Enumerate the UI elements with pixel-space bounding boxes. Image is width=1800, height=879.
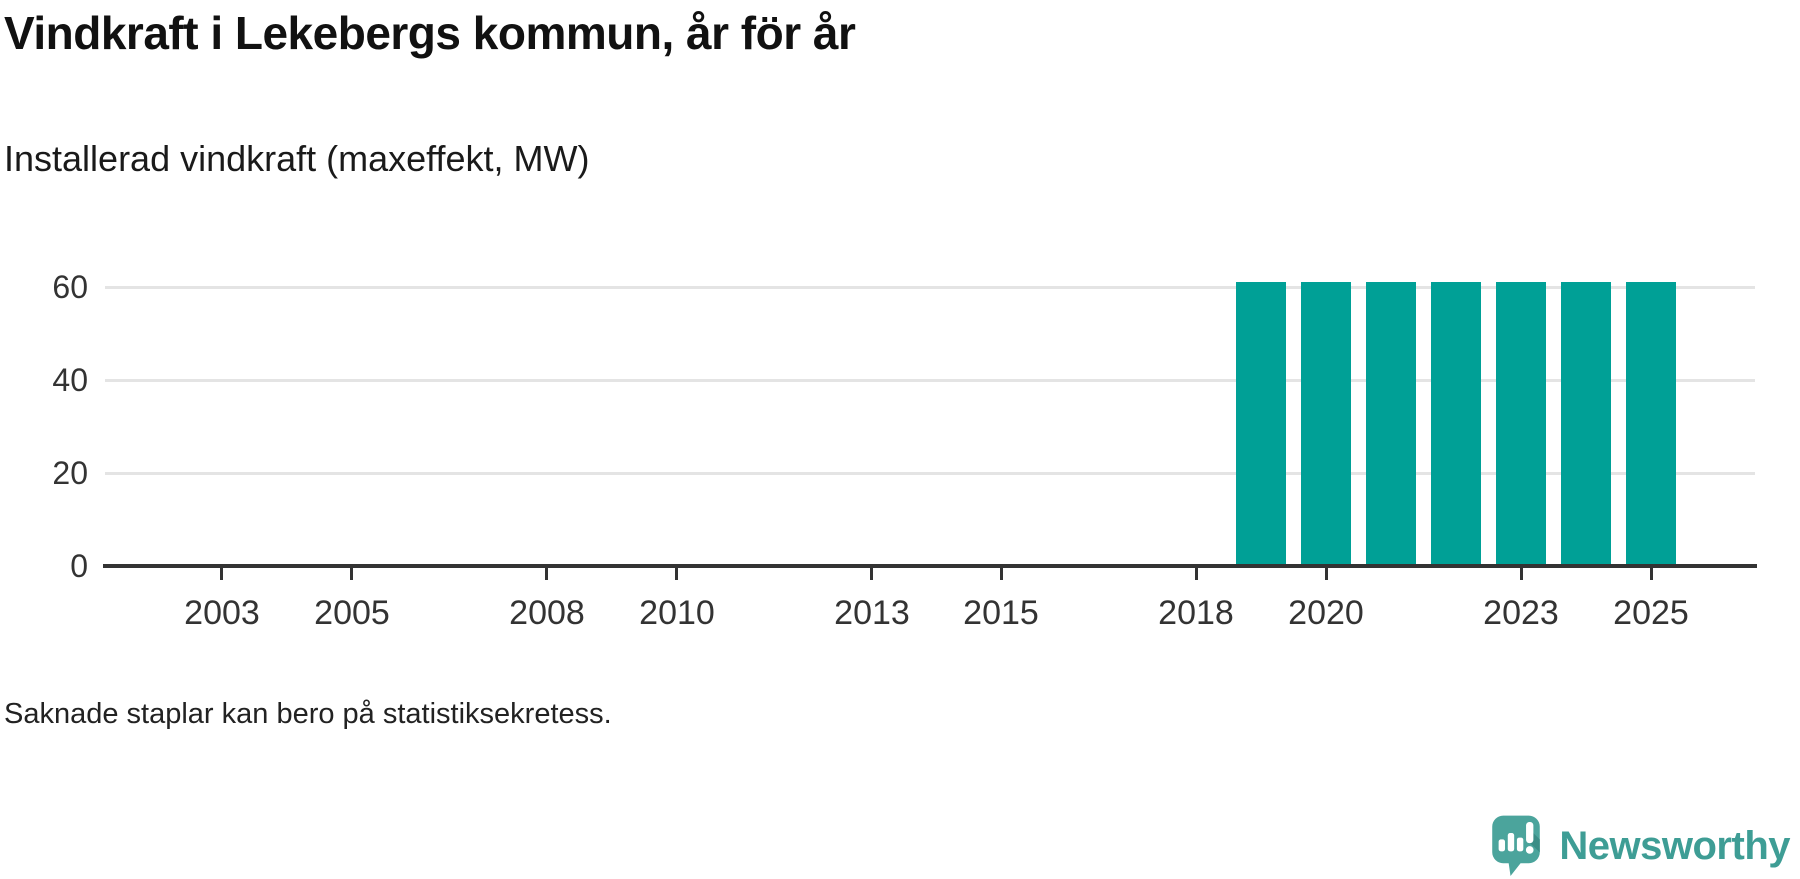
y-tick-label: 20 <box>52 455 88 491</box>
newsworthy-logo-icon <box>1487 812 1545 879</box>
gridline <box>105 379 1755 382</box>
x-tick-label: 2008 <box>509 594 585 632</box>
x-tick-label: 2018 <box>1158 594 1234 632</box>
x-tick <box>675 566 678 580</box>
x-tick <box>1650 566 1653 580</box>
x-tick-label: 2010 <box>639 594 715 632</box>
y-tick-label: 40 <box>52 362 88 398</box>
bar <box>1366 282 1416 566</box>
x-tick <box>350 566 353 580</box>
newsworthy-logo-text: Newsworthy <box>1559 824 1790 868</box>
gridline <box>105 286 1755 289</box>
x-tick <box>1000 566 1003 580</box>
x-tick <box>870 566 873 580</box>
x-axis-line <box>103 564 1757 568</box>
bar <box>1431 282 1481 566</box>
bar <box>1626 282 1676 566</box>
bar <box>1561 282 1611 566</box>
chart-title: Vindkraft i Lekebergs kommun, år för år <box>4 7 856 59</box>
x-tick-label: 2003 <box>184 594 260 632</box>
y-tick-label: 60 <box>52 269 88 305</box>
gridline <box>105 472 1755 475</box>
x-tick <box>1195 566 1198 580</box>
x-tick <box>1520 566 1523 580</box>
bar <box>1236 282 1286 566</box>
x-tick-label: 2025 <box>1613 594 1689 632</box>
x-tick-label: 2023 <box>1483 594 1559 632</box>
chart-subtitle: Installerad vindkraft (maxeffekt, MW) <box>4 138 590 179</box>
x-tick-label: 2020 <box>1288 594 1364 632</box>
x-tick-label: 2013 <box>834 594 910 632</box>
chart-footnote: Saknade staplar kan bero på statistiksek… <box>4 698 612 730</box>
x-tick <box>545 566 548 580</box>
newsworthy-logo[interactable]: Newsworthy <box>1487 812 1790 879</box>
x-tick <box>1325 566 1328 580</box>
bar <box>1496 282 1546 566</box>
bar <box>1301 282 1351 566</box>
x-tick <box>220 566 223 580</box>
x-tick-label: 2015 <box>963 594 1039 632</box>
y-tick-label: 0 <box>70 548 88 584</box>
x-tick-label: 2005 <box>314 594 390 632</box>
